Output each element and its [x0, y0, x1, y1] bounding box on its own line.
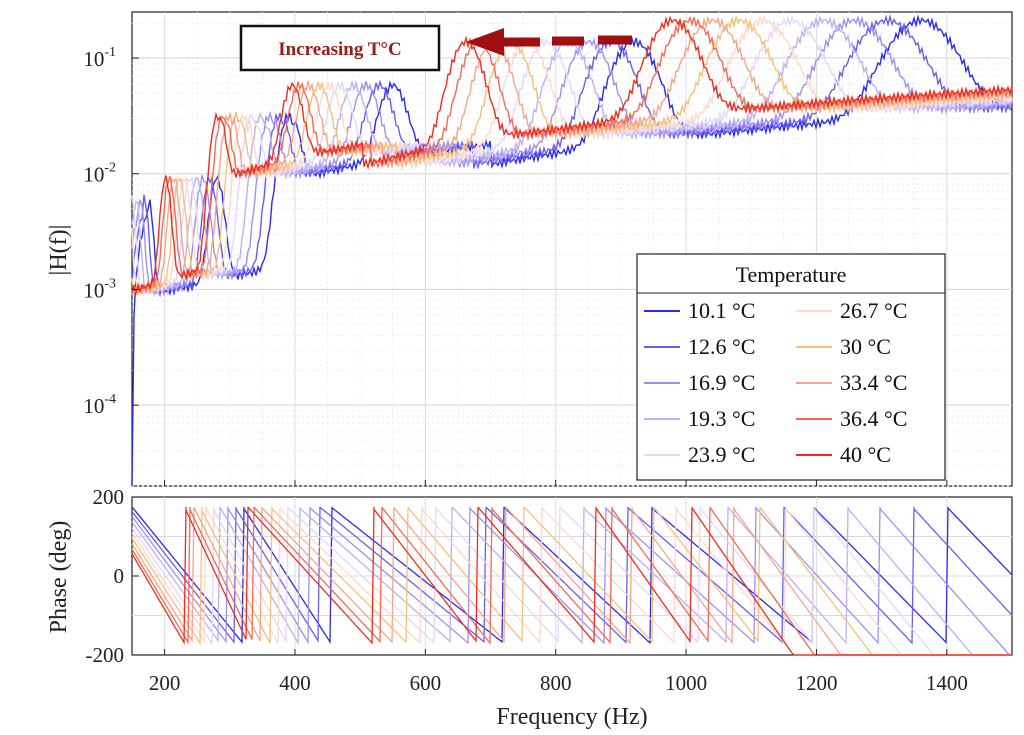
x-axis-ticks: 200 400 600 800 1000 1200 1400	[149, 480, 968, 695]
legend-title: Temperature	[736, 262, 847, 287]
legend-box	[636, 253, 946, 481]
left-arrow-icon	[466, 28, 632, 56]
magnitude-y-axis-label: |H(f)|	[46, 225, 72, 276]
x-tick-label: 400	[279, 671, 311, 695]
phase-y-tick-label: 0	[114, 564, 125, 588]
legend-label: 30 °C	[840, 334, 891, 359]
magnitude-panel: 10-4 10-3 10-2 10-1 |H(f)| Increasing T°C T…	[46, 11, 1013, 487]
legend-label: 16.9 °C	[688, 370, 755, 395]
phase-line-40	[131, 506, 1012, 656]
phase-line-33.4	[131, 506, 1012, 656]
annotation-text: Increasing T°C	[278, 39, 402, 60]
x-tick-label: 1200	[795, 671, 837, 695]
legend-label: 36.4 °C	[840, 406, 907, 431]
phase-line-19.3	[131, 506, 1012, 656]
phase-y-tick-label: 200	[93, 485, 125, 509]
magnitude-series-lines	[131, 14, 1013, 487]
magnitude-y-ticks: 10-4 10-3 10-2 10-1	[83, 45, 139, 418]
magnitude-y-tick-label: 10-1	[83, 45, 116, 71]
increasing-temperature-annotation: Increasing T°C	[239, 24, 632, 72]
legend-label: 23.9 °C	[688, 442, 755, 467]
legend-label: 10.1 °C	[688, 298, 755, 323]
x-tick-label: 600	[410, 671, 442, 695]
x-tick-label: 1000	[665, 671, 707, 695]
legend-label: 40 °C	[840, 442, 891, 467]
magnitude-line-40	[131, 15, 1013, 296]
legend-label: 19.3 °C	[688, 406, 755, 431]
x-axis-label: Frequency (Hz)	[496, 704, 647, 730]
legend: Temperature 10.1 °C 12.6 °C 16.9 °C 19.3 °C…	[636, 253, 946, 481]
phase-line-23.9	[131, 506, 1012, 656]
phase-line-26.7	[131, 506, 1012, 656]
x-tick-label: 200	[149, 671, 181, 695]
magnitude-y-tick-label: 10-4	[83, 392, 116, 418]
legend-items: 10.1 °C 12.6 °C 16.9 °C 19.3 °C 23.9 °C 26.7 …	[644, 298, 907, 467]
phase-series-lines	[131, 506, 1013, 656]
phase-panel: 200 0 -200 Phase (deg)	[46, 485, 1013, 667]
phase-y-tick-label: -200	[86, 643, 125, 667]
phase-line-12.6	[131, 506, 1013, 645]
legend-label: 26.7 °C	[840, 298, 907, 323]
phase-y-axis-label: Phase (deg)	[46, 521, 72, 634]
magnitude-y-tick-label: 10-3	[83, 276, 116, 302]
x-tick-label: 1400	[926, 671, 968, 695]
phase-line-30	[131, 506, 1012, 656]
phase-line-36.4	[131, 506, 1012, 656]
annotation-box	[239, 24, 441, 72]
legend-label: 12.6 °C	[688, 334, 755, 359]
magnitude-line-10.1	[131, 14, 1013, 487]
phase-y-ticks: 200 0 -200	[86, 485, 139, 667]
legend-label: 33.4 °C	[840, 370, 907, 395]
magnitude-y-tick-label: 10-2	[83, 161, 116, 187]
x-tick-label: 800	[540, 671, 572, 695]
magnitude-line-12.6	[131, 14, 1013, 298]
